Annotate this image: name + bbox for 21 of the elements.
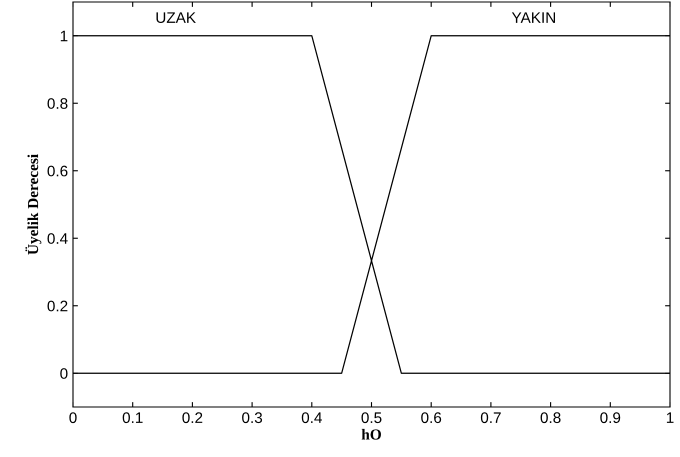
- x-tick-label: 0.3: [242, 412, 262, 424]
- x-tick-label: 0.5: [361, 412, 382, 424]
- legend-label: YAKIN: [512, 12, 555, 23]
- x-tick-label: 0.1: [122, 412, 143, 424]
- y-tick-label: 0.2: [48, 300, 68, 312]
- x-tick-label: 1: [666, 412, 674, 423]
- y-tick-label: 0.4: [48, 233, 68, 244]
- y-tick-label: 1: [60, 30, 68, 42]
- x-tick-label: 0.2: [182, 412, 202, 424]
- x-tick-label: 0: [69, 412, 77, 424]
- x-tick-label: 0.6: [421, 412, 442, 424]
- legend-label: UZAK: [156, 12, 196, 23]
- y-tick-label: 0.8: [48, 98, 68, 109]
- x-tick-label: 0.7: [480, 412, 501, 424]
- y-tick-label: 0: [60, 368, 68, 379]
- x-tick-label: 0.4: [302, 412, 322, 424]
- x-axis-title: hO: [362, 428, 381, 440]
- x-tick-label: 0.9: [600, 412, 620, 424]
- y-axis-title: Üyelik Derecesi: [25, 154, 42, 255]
- x-tick-label: 0.8: [540, 412, 561, 424]
- y-tick-label: 0.6: [48, 166, 68, 176]
